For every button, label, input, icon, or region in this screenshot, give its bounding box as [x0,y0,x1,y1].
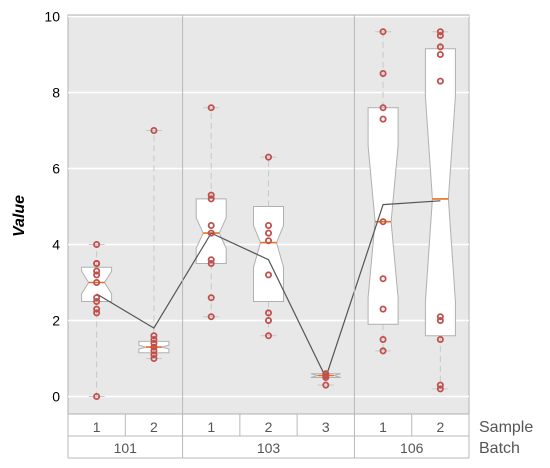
data-point [93,392,101,400]
data-point [93,305,101,313]
data-point [150,343,158,351]
y-tick-label: 8 [52,85,60,101]
data-point [436,32,444,40]
data-point [436,28,444,36]
sample-label: 3 [322,419,330,435]
data-point [436,385,444,393]
data-point [379,28,387,36]
data-point [436,313,444,321]
data-point [207,313,215,321]
data-point [379,70,387,78]
data-point [207,294,215,302]
y-tick-label: 2 [52,313,60,329]
data-point [379,305,387,313]
data-point [150,351,158,359]
sample-label: 1 [379,419,387,435]
data-point [93,297,101,305]
data-point [264,153,272,161]
mean-line [96,200,441,380]
data-point [322,381,330,389]
box [367,107,399,325]
data-point [264,237,272,245]
data-point [207,256,215,264]
data-point [207,259,215,267]
data-point [436,381,444,389]
batch-label: 103 [257,440,281,456]
data-point [93,294,101,302]
data-point [207,191,215,199]
data-point [379,347,387,355]
data-point [93,309,101,317]
data-point [93,267,101,275]
data-point [322,373,330,381]
data-point [264,309,272,317]
data-point [150,335,158,343]
data-point [150,347,158,355]
data-point [150,354,158,362]
data-point [150,332,158,340]
batch-label: 101 [114,440,138,456]
data-point [436,51,444,59]
batch-label: 106 [400,440,424,456]
data-point [379,335,387,343]
y-tick-label: 6 [52,161,60,177]
data-point [264,221,272,229]
sample-row-title: Sample [479,419,533,436]
data-point [436,43,444,51]
batch-row-title: Batch [479,440,520,457]
data-point [379,275,387,283]
data-point [93,271,101,279]
data-point [264,332,272,340]
data-point [264,229,272,237]
data-point [379,218,387,226]
data-point [379,104,387,112]
sample-label: 1 [207,419,215,435]
y-axis-label: Value [11,195,28,237]
y-tick-label: 4 [52,237,60,253]
sample-label: 1 [93,419,101,435]
box [424,48,456,337]
data-point [207,195,215,203]
data-point [264,271,272,279]
data-point [379,115,387,123]
data-point [436,316,444,324]
sample-label: 2 [265,419,273,435]
data-point [93,240,101,248]
sample-label: 2 [150,419,158,435]
sample-label: 2 [436,419,444,435]
data-point [436,335,444,343]
data-point [150,339,158,347]
data-point [150,127,158,135]
box [253,206,284,302]
data-point [436,77,444,85]
data-point [207,104,215,112]
data-point [207,229,215,237]
data-point [207,221,215,229]
y-tick-label: 0 [52,389,60,405]
data-point [264,316,272,324]
y-tick-label: 10 [44,9,60,25]
data-point [93,278,101,286]
data-point [93,259,101,267]
